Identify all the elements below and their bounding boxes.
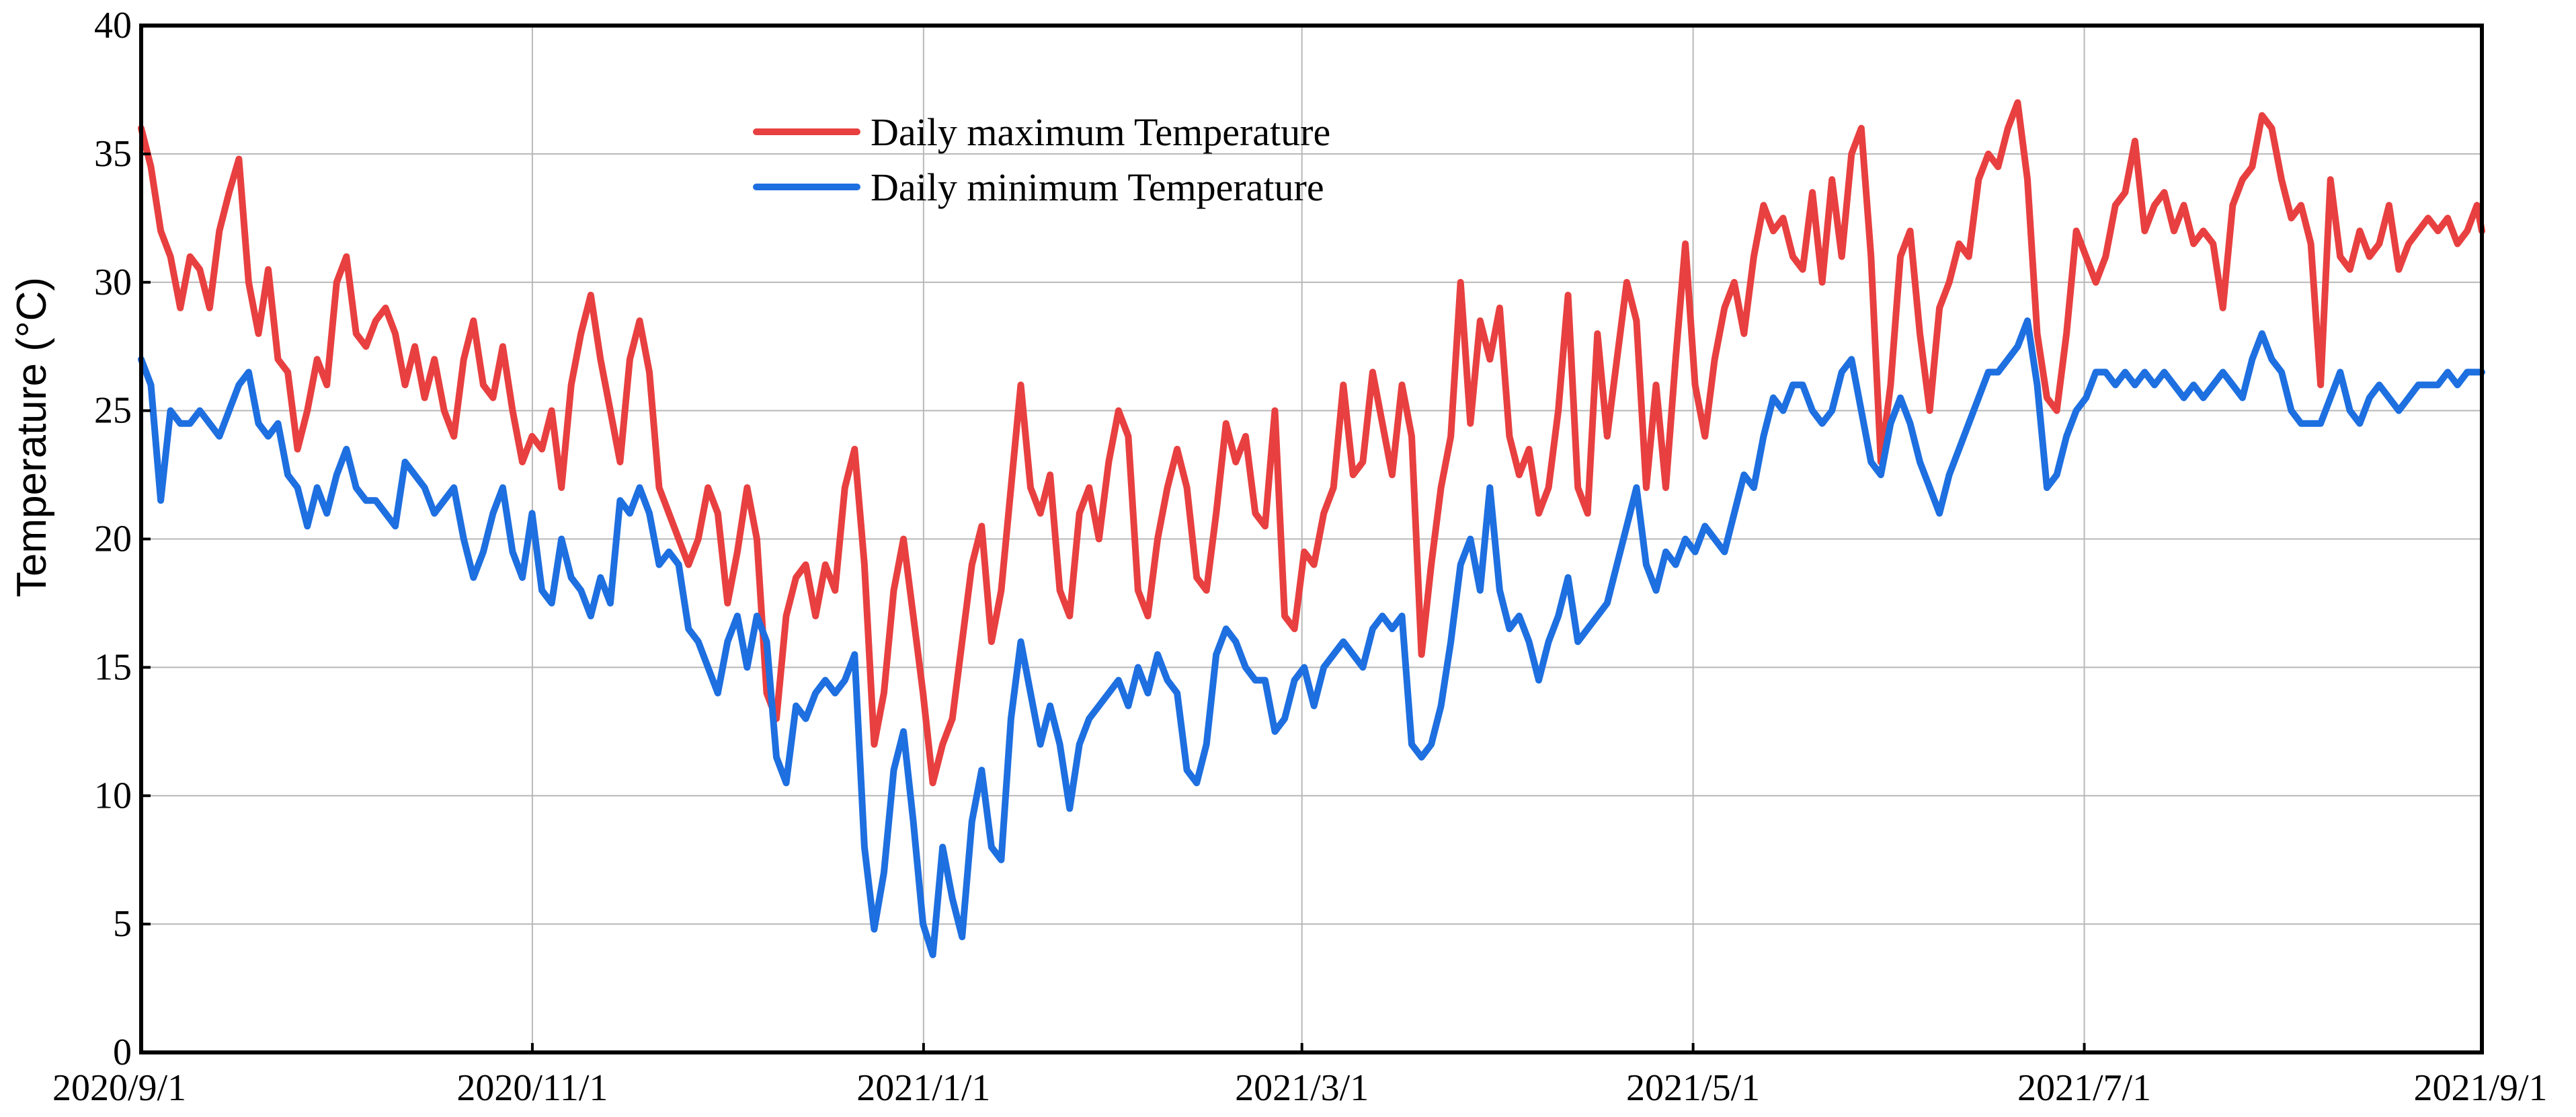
x-tick-label: 2021/9/1 — [2413, 1067, 2547, 1109]
x-axis-ticks: 2020/9/1 2020/11/1 2021/1/1 2021/3/1 2021/5/… — [52, 1043, 2548, 1109]
x-tick-label: 2021/1/1 — [856, 1067, 990, 1109]
series-line-min — [138, 317, 2485, 958]
x-tick-label: 2020/11/1 — [456, 1067, 608, 1109]
y-tick-label: 20 — [94, 518, 132, 560]
x-tick-label: 2020/9/1 — [52, 1067, 186, 1109]
y-tick-label: 15 — [94, 646, 132, 688]
x-tick-label: 2021/5/1 — [1626, 1067, 1760, 1109]
legend: Daily maximum Temperature Daily minimum T… — [753, 110, 1330, 209]
series-line-max — [138, 99, 2485, 787]
x-tick-label: 2021/3/1 — [1235, 1067, 1369, 1109]
legend-label: Daily maximum Temperature — [871, 110, 1330, 154]
y-tick-label: 10 — [94, 775, 132, 816]
y-tick-label: 0 — [113, 1032, 132, 1073]
y-tick-label: 5 — [113, 903, 132, 945]
y-axis-ticks: 0 5 10 15 20 25 30 35 40 — [94, 5, 151, 1073]
y-tick-label: 25 — [94, 390, 132, 432]
legend-label: Daily minimum Temperature — [871, 165, 1324, 209]
y-tick-label: 35 — [94, 133, 132, 175]
y-tick-label: 30 — [94, 262, 132, 303]
y-axis-label: Temperature (°C) — [9, 277, 55, 597]
series-layer — [138, 99, 2485, 958]
x-tick-label: 2021/7/1 — [2017, 1067, 2151, 1109]
y-tick-label: 40 — [94, 5, 132, 46]
